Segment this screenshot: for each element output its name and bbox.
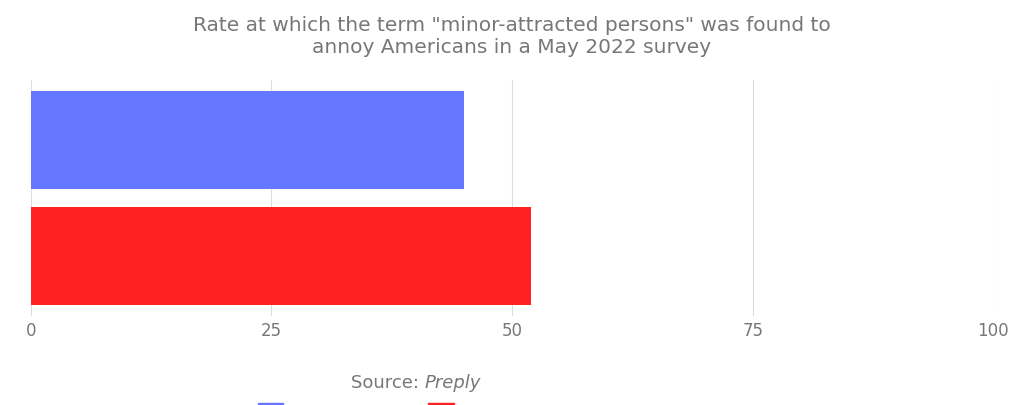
Legend: Democrats, Republicans: Democrats, Republicans bbox=[251, 395, 581, 405]
Title: Rate at which the term "minor-attracted persons" was found to
annoy Americans in: Rate at which the term "minor-attracted … bbox=[194, 16, 830, 57]
Bar bbox=[31, 92, 464, 190]
Text: Preply: Preply bbox=[425, 373, 481, 391]
Text: Source:: Source: bbox=[351, 373, 425, 391]
Bar bbox=[31, 207, 531, 305]
